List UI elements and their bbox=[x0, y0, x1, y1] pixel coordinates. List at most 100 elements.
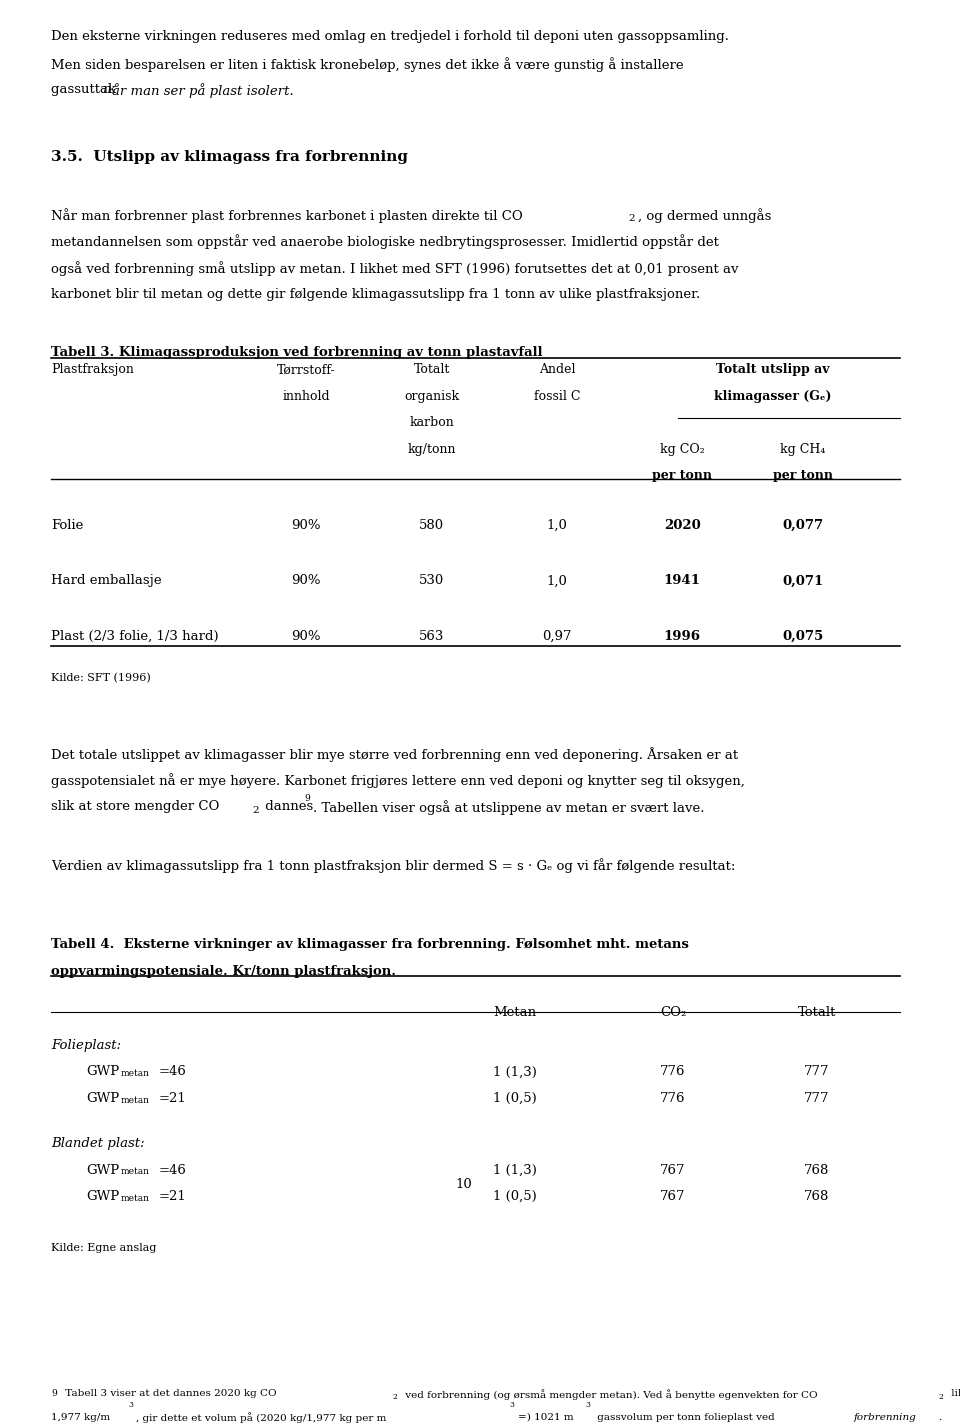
Text: metan: metan bbox=[121, 1193, 150, 1203]
Text: =46: =46 bbox=[158, 1065, 186, 1078]
Text: fossil C: fossil C bbox=[534, 390, 580, 403]
Text: klimagasser (Gₑ): klimagasser (Gₑ) bbox=[714, 390, 831, 403]
Text: lik: lik bbox=[948, 1390, 960, 1398]
Text: 90%: 90% bbox=[292, 518, 321, 531]
Text: Folieplast:: Folieplast: bbox=[51, 1040, 121, 1052]
Text: per tonn: per tonn bbox=[773, 470, 833, 483]
Text: Kilde: SFT (1996): Kilde: SFT (1996) bbox=[51, 672, 151, 684]
Text: 776: 776 bbox=[660, 1092, 685, 1105]
Text: 2: 2 bbox=[393, 1393, 397, 1401]
Text: 1,0: 1,0 bbox=[546, 574, 567, 587]
Text: 777: 777 bbox=[804, 1092, 829, 1105]
Text: , og dermed unngås: , og dermed unngås bbox=[637, 208, 771, 224]
Text: Folie: Folie bbox=[51, 518, 84, 531]
Text: Når man forbrenner plast forbrennes karbonet i plasten direkte til CO: Når man forbrenner plast forbrennes karb… bbox=[51, 208, 523, 224]
Text: oppvarmingspotensiale. Kr/tonn plastfraksjon.: oppvarmingspotensiale. Kr/tonn plastfrak… bbox=[51, 964, 396, 977]
Text: GWP: GWP bbox=[86, 1190, 120, 1203]
Text: metan: metan bbox=[121, 1095, 150, 1105]
Text: karbonet blir til metan og dette gir følgende klimagassutslipp fra 1 tonn av uli: karbonet blir til metan og dette gir føl… bbox=[51, 288, 700, 300]
Text: 3: 3 bbox=[510, 1401, 515, 1408]
Text: 776: 776 bbox=[660, 1065, 685, 1078]
Text: dannes: dannes bbox=[261, 800, 313, 813]
Text: 768: 768 bbox=[804, 1163, 829, 1176]
Text: kg CO₂: kg CO₂ bbox=[660, 443, 705, 456]
Text: CO₂: CO₂ bbox=[660, 1005, 686, 1018]
Text: 9: 9 bbox=[51, 1390, 57, 1398]
Text: karbon: karbon bbox=[409, 416, 454, 430]
Text: Tørrstoff-: Tørrstoff- bbox=[277, 363, 336, 376]
Text: 1,0: 1,0 bbox=[546, 518, 567, 531]
Text: Plastfraksjon: Plastfraksjon bbox=[51, 363, 134, 376]
Text: Hard emballasje: Hard emballasje bbox=[51, 574, 161, 587]
Text: også ved forbrenning små utslipp av metan. I likhet med SFT (1996) forutsettes d: også ved forbrenning små utslipp av meta… bbox=[51, 261, 738, 276]
Text: GWP: GWP bbox=[86, 1065, 120, 1078]
Text: 767: 767 bbox=[660, 1163, 685, 1176]
Text: innhold: innhold bbox=[282, 390, 330, 403]
Text: 2020: 2020 bbox=[664, 518, 701, 531]
Text: 9: 9 bbox=[304, 795, 310, 803]
Text: gasspotensialet nå er mye høyere. Karbonet frigjøres lettere enn ved deponi og k: gasspotensialet nå er mye høyere. Karbon… bbox=[51, 773, 745, 789]
Text: 1,977 kg/m: 1,977 kg/m bbox=[51, 1413, 110, 1421]
Text: GWP: GWP bbox=[86, 1092, 120, 1105]
Text: Kilde: Egne anslag: Kilde: Egne anslag bbox=[51, 1243, 156, 1253]
Text: 2: 2 bbox=[939, 1393, 944, 1401]
Text: 580: 580 bbox=[420, 518, 444, 531]
Text: 3.5.  Utslipp av klimagass fra forbrenning: 3.5. Utslipp av klimagass fra forbrennin… bbox=[51, 150, 408, 164]
Text: gassvolum per tonn folieplast ved: gassvolum per tonn folieplast ved bbox=[594, 1413, 779, 1421]
Text: kg/tonn: kg/tonn bbox=[407, 443, 456, 456]
Text: gassuttak: gassuttak bbox=[51, 83, 120, 97]
Text: 767: 767 bbox=[660, 1190, 685, 1203]
Text: 2: 2 bbox=[252, 806, 258, 815]
Text: kg CH₄: kg CH₄ bbox=[780, 443, 826, 456]
Text: Tabell 4.  Eksterne virkninger av klimagasser fra forbrenning. Følsomhet mht. me: Tabell 4. Eksterne virkninger av klimaga… bbox=[51, 938, 689, 951]
Text: Tabell 3 viser at det dannes 2020 kg CO: Tabell 3 viser at det dannes 2020 kg CO bbox=[62, 1390, 276, 1398]
Text: Blandet plast:: Blandet plast: bbox=[51, 1136, 145, 1151]
Text: slik at store mengder CO: slik at store mengder CO bbox=[51, 800, 220, 813]
Text: ved forbrenning (og ørsmå mengder metan). Ved å benytte egenvekten for CO: ved forbrenning (og ørsmå mengder metan)… bbox=[402, 1390, 818, 1400]
Text: 2: 2 bbox=[629, 214, 636, 224]
Text: Andel: Andel bbox=[539, 363, 575, 376]
Text: metandannelsen som oppstår ved anaerobe biologiske nedbrytingsprosesser. Imidler: metandannelsen som oppstår ved anaerobe … bbox=[51, 235, 719, 249]
Text: metan: metan bbox=[121, 1168, 150, 1176]
Text: .: . bbox=[939, 1413, 942, 1421]
Text: n: n bbox=[102, 83, 110, 97]
Text: Plast (2/3 folie, 1/3 hard): Plast (2/3 folie, 1/3 hard) bbox=[51, 629, 219, 644]
Text: 563: 563 bbox=[419, 629, 444, 644]
Text: 1 (0,5): 1 (0,5) bbox=[493, 1092, 537, 1105]
Text: Totalt: Totalt bbox=[414, 363, 450, 376]
Text: Verdien av klimagassutslipp fra 1 tonn plastfraksjon blir dermed S = s · Gₑ og v: Verdien av klimagassutslipp fra 1 tonn p… bbox=[51, 859, 735, 873]
Text: 1996: 1996 bbox=[663, 629, 701, 644]
Text: Tabell 3. Klimagassproduksjon ved forbrenning av tonn plastavfall: Tabell 3. Klimagassproduksjon ved forbre… bbox=[51, 346, 542, 359]
Text: GWP: GWP bbox=[86, 1163, 120, 1176]
Text: 0,97: 0,97 bbox=[542, 629, 572, 644]
Text: 777: 777 bbox=[804, 1065, 829, 1078]
Text: , gir dette et volum på (2020 kg/1,977 kg per m: , gir dette et volum på (2020 kg/1,977 k… bbox=[136, 1413, 387, 1424]
Text: Den eksterne virkningen reduseres med omlag en tredjedel i forhold til deponi ut: Den eksterne virkningen reduseres med om… bbox=[51, 30, 729, 43]
Text: 0,071: 0,071 bbox=[782, 574, 824, 587]
Text: =21: =21 bbox=[158, 1092, 186, 1105]
Text: 90%: 90% bbox=[292, 574, 321, 587]
Text: =46: =46 bbox=[158, 1163, 186, 1176]
Text: Totalt utslipp av: Totalt utslipp av bbox=[716, 363, 829, 376]
Text: 1941: 1941 bbox=[663, 574, 701, 587]
Text: Men siden besparelsen er liten i faktisk kronebeløp, synes det ikke å være gunst: Men siden besparelsen er liten i faktisk… bbox=[51, 57, 684, 71]
Text: 3: 3 bbox=[586, 1401, 590, 1408]
Text: Totalt: Totalt bbox=[798, 1005, 836, 1018]
Text: per tonn: per tonn bbox=[652, 470, 712, 483]
Text: 1 (0,5): 1 (0,5) bbox=[493, 1190, 537, 1203]
Text: 1 (1,3): 1 (1,3) bbox=[493, 1163, 537, 1176]
Text: . Tabellen viser også at utslippene av metan er svært lave.: . Tabellen viser også at utslippene av m… bbox=[313, 800, 705, 815]
Text: 10: 10 bbox=[456, 1178, 472, 1190]
Text: metan: metan bbox=[121, 1069, 150, 1078]
Text: 0,075: 0,075 bbox=[782, 629, 824, 644]
Text: 768: 768 bbox=[804, 1190, 829, 1203]
Text: Metan: Metan bbox=[493, 1005, 537, 1018]
Text: organisk: organisk bbox=[404, 390, 459, 403]
Text: år man ser på plast isolert.: år man ser på plast isolert. bbox=[112, 83, 294, 98]
Text: 0,077: 0,077 bbox=[782, 518, 824, 531]
Text: forbrenning: forbrenning bbox=[854, 1413, 917, 1421]
Text: Det totale utslippet av klimagasser blir mye større ved forbrenning enn ved depo: Det totale utslippet av klimagasser blir… bbox=[51, 746, 738, 762]
Text: =21: =21 bbox=[158, 1190, 186, 1203]
Text: 1 (1,3): 1 (1,3) bbox=[493, 1065, 537, 1078]
Text: 530: 530 bbox=[419, 574, 444, 587]
